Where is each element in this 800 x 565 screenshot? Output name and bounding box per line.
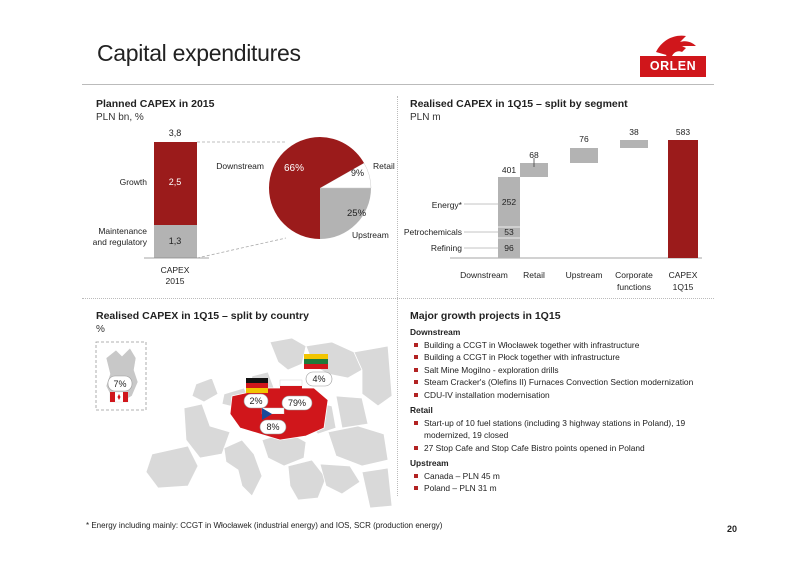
pie-retail-label: Retail <box>373 161 395 171</box>
bar-energy <box>498 177 520 227</box>
bar-growth <box>154 142 197 225</box>
petro-label: Petrochemicals <box>404 227 462 237</box>
list-item: Building a CCGT in Włocławek together wi… <box>414 339 730 352</box>
bar-petrochemicals <box>498 227 520 238</box>
planned-capex-unit: PLN bn, % <box>96 112 144 123</box>
bar-category-2: 2015 <box>166 276 185 286</box>
page-number: 20 <box>727 524 738 534</box>
downstream-total: 401 <box>502 165 516 175</box>
maintenance-label-2: and regulatory <box>93 237 148 247</box>
bar-total <box>668 140 698 258</box>
energy-value: 252 <box>502 197 516 207</box>
bar-maintenance <box>154 225 197 258</box>
czech-flag-icon <box>261 407 285 420</box>
bar-total-label: 3,8 <box>169 128 182 138</box>
pie-downstream-pct: 66% <box>284 163 304 174</box>
projects-group-name: Downstream <box>410 327 461 337</box>
country-capex-unit: % <box>96 324 105 335</box>
horizontal-divider <box>82 298 714 300</box>
list-item: Poland – PLN 31 m <box>414 482 730 495</box>
maintenance-label-1: Maintenance <box>98 226 147 236</box>
pie-chart <box>268 137 372 239</box>
corporate-value: 38 <box>629 127 639 137</box>
page-title: Capital expenditures <box>97 40 301 66</box>
poland-flag-icon <box>279 379 303 392</box>
projects-group-name: Retail <box>410 405 433 415</box>
bar-corporate <box>620 140 648 148</box>
list-item: CDU-IV installation modernisation <box>414 389 730 402</box>
petro-value: 53 <box>504 227 514 237</box>
bar-category-1: CAPEX <box>161 265 190 275</box>
retail-value: 68 <box>529 150 539 160</box>
list-item: Salt Mine Mogilno - exploration drills <box>414 364 730 377</box>
bar-refining <box>498 238 520 258</box>
projects-group-name: Upstream <box>410 458 449 468</box>
country-capex-title: Realised CAPEX in 1Q15 – split by countr… <box>96 310 309 322</box>
europe-map: 7% <box>95 337 393 509</box>
lithuania-flag-icon <box>304 354 328 369</box>
bar-maintenance-value: 1,3 <box>169 236 182 246</box>
list-item: 27 Stop Cafe and Stop Cafe Bistro points… <box>414 442 730 455</box>
planned-capex-title: Planned CAPEX in 2015 <box>96 98 215 110</box>
cat-capex-2: 1Q15 <box>673 282 694 292</box>
vertical-divider <box>397 96 399 496</box>
energy-label: Energy* <box>432 200 463 210</box>
bar-upstream <box>570 148 598 163</box>
segment-capex-unit: PLN m <box>410 112 441 123</box>
cat-upstream: Upstream <box>566 270 603 280</box>
orlen-eagle-icon <box>656 35 696 56</box>
cat-capex-1: CAPEX <box>669 270 698 280</box>
lithuania-pct: 4% <box>312 374 325 384</box>
czech-pct: 8% <box>266 422 279 432</box>
list-item: Start-up of 10 fuel stations (including … <box>414 417 730 442</box>
pie-retail-pct: 9% <box>351 168 364 178</box>
connector-bottom <box>196 237 287 259</box>
pie-slice-retail <box>319 162 372 189</box>
segment-capex-title: Realised CAPEX in 1Q15 – split by segmen… <box>410 98 628 110</box>
projects-list: Downstream Building a CCGT in Włocławek … <box>410 324 730 495</box>
pie-upstream-label: Upstream <box>352 230 389 240</box>
germany-pct: 2% <box>249 396 262 406</box>
footnote: * Energy including mainly: CCGT in Włocł… <box>86 521 443 530</box>
cat-corporate-2: functions <box>617 282 651 292</box>
canada-inset <box>95 341 147 411</box>
canada-pct: 7% <box>113 379 126 389</box>
brand-name: ORLEN <box>640 56 706 77</box>
list-item: Canada – PLN 45 m <box>414 470 730 483</box>
bar-growth-value: 2,5 <box>169 177 182 187</box>
growth-label: Growth <box>120 177 148 187</box>
orlen-logo: ORLEN <box>640 28 706 78</box>
germany-flag-icon <box>246 378 268 393</box>
segment-waterfall-chart: 401 252 53 96 Energy* Petrochemicals Ref… <box>404 127 702 292</box>
canada-flag-icon <box>109 391 129 403</box>
upstream-value: 76 <box>579 134 589 144</box>
cat-downstream: Downstream <box>460 270 508 280</box>
refining-label: Refining <box>431 243 462 253</box>
poland-pct: 79% <box>288 398 306 408</box>
pie-slice-downstream <box>268 137 320 239</box>
cat-retail: Retail <box>523 270 545 280</box>
planned-capex-chart: 3,8 2,5 1,3 Growth Maintenance and regul… <box>93 128 395 286</box>
list-item: Steam Cracker's (Olefins II) Furnaces Co… <box>414 376 730 389</box>
pie-slice-upstream <box>320 188 371 239</box>
bar-retail <box>520 163 548 177</box>
pie-downstream-label: Downstream <box>216 161 264 171</box>
header-rule <box>82 84 714 85</box>
list-item: Building a CCGT in Płock together with i… <box>414 351 730 364</box>
total-value: 583 <box>676 127 690 137</box>
cat-corporate-1: Corporate <box>615 270 653 280</box>
projects-title: Major growth projects in 1Q15 <box>410 310 561 322</box>
refining-value: 96 <box>504 243 514 253</box>
pie-upstream-pct: 25% <box>347 208 367 219</box>
